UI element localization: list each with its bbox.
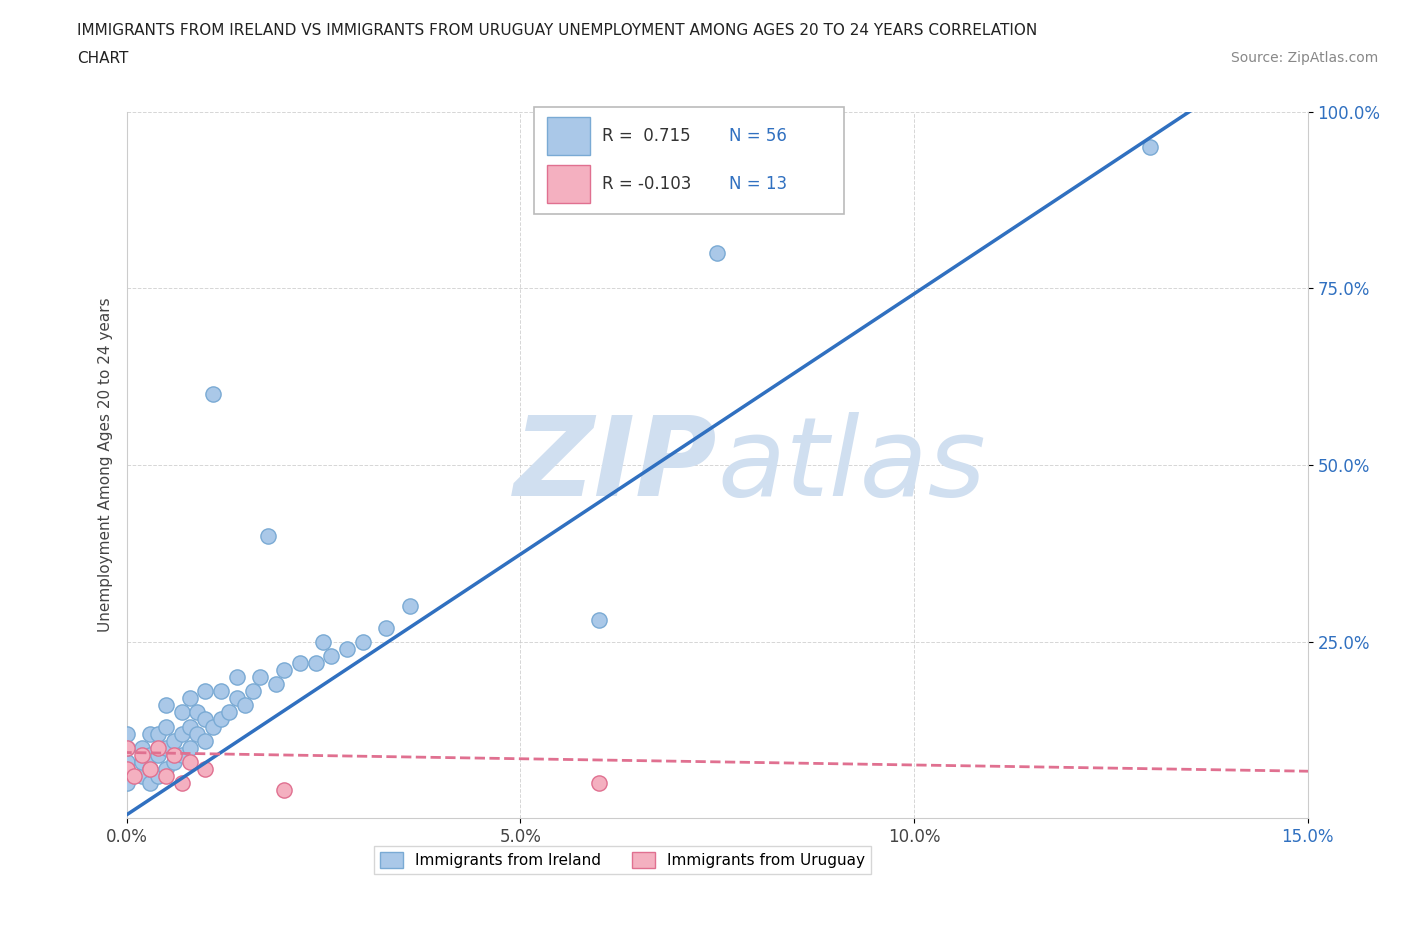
Point bbox=[194, 684, 217, 698]
Text: N = 13: N = 13 bbox=[730, 175, 787, 193]
Point bbox=[139, 726, 162, 741]
Point bbox=[242, 684, 264, 698]
Point bbox=[1139, 140, 1161, 154]
Point bbox=[155, 762, 177, 777]
Point bbox=[194, 762, 217, 777]
Point bbox=[264, 677, 287, 692]
Point bbox=[202, 387, 225, 402]
Y-axis label: Unemployment Among Ages 20 to 24 years: Unemployment Among Ages 20 to 24 years bbox=[97, 298, 112, 632]
Point bbox=[170, 705, 193, 720]
Point bbox=[139, 776, 162, 790]
Point bbox=[155, 698, 177, 712]
Point bbox=[179, 754, 201, 769]
Point bbox=[179, 719, 201, 734]
Point bbox=[336, 642, 359, 657]
Point bbox=[186, 726, 208, 741]
Point bbox=[249, 670, 271, 684]
Point bbox=[218, 705, 240, 720]
Point bbox=[115, 762, 138, 777]
Point bbox=[288, 656, 311, 671]
Point bbox=[209, 684, 232, 698]
Point bbox=[194, 712, 217, 727]
Point bbox=[399, 599, 422, 614]
Point bbox=[588, 613, 610, 628]
Point bbox=[131, 748, 153, 763]
Point bbox=[115, 776, 138, 790]
Point bbox=[146, 740, 169, 755]
Text: ZIP: ZIP bbox=[513, 411, 717, 519]
Point bbox=[304, 656, 326, 671]
Point bbox=[588, 776, 610, 790]
Point bbox=[115, 726, 138, 741]
FancyBboxPatch shape bbox=[547, 116, 591, 155]
Point bbox=[155, 719, 177, 734]
Point bbox=[131, 768, 153, 783]
Point bbox=[115, 740, 138, 755]
Point bbox=[170, 748, 193, 763]
Point bbox=[225, 691, 247, 706]
Text: R =  0.715: R = 0.715 bbox=[602, 126, 690, 145]
Legend: Immigrants from Ireland, Immigrants from Uruguay: Immigrants from Ireland, Immigrants from… bbox=[374, 846, 872, 874]
Point bbox=[163, 733, 186, 748]
FancyBboxPatch shape bbox=[547, 165, 591, 204]
Point bbox=[202, 719, 225, 734]
Point bbox=[124, 768, 146, 783]
Point bbox=[170, 776, 193, 790]
Point bbox=[233, 698, 256, 712]
Point bbox=[186, 705, 208, 720]
Text: IMMIGRANTS FROM IRELAND VS IMMIGRANTS FROM URUGUAY UNEMPLOYMENT AMONG AGES 20 TO: IMMIGRANTS FROM IRELAND VS IMMIGRANTS FR… bbox=[77, 23, 1038, 38]
Point bbox=[209, 712, 232, 727]
Text: N = 56: N = 56 bbox=[730, 126, 787, 145]
FancyBboxPatch shape bbox=[534, 107, 844, 214]
Text: atlas: atlas bbox=[717, 411, 986, 519]
Point bbox=[194, 733, 217, 748]
Point bbox=[706, 246, 728, 260]
Point bbox=[131, 740, 153, 755]
Point bbox=[273, 783, 295, 798]
Point bbox=[163, 754, 186, 769]
Point bbox=[321, 648, 343, 663]
Point bbox=[139, 762, 162, 777]
Point bbox=[170, 726, 193, 741]
Point bbox=[155, 768, 177, 783]
Point bbox=[179, 691, 201, 706]
Point bbox=[131, 754, 153, 769]
Point bbox=[179, 740, 201, 755]
Point bbox=[273, 662, 295, 677]
Text: CHART: CHART bbox=[77, 51, 129, 66]
Point bbox=[146, 726, 169, 741]
Point bbox=[155, 740, 177, 755]
Point bbox=[352, 634, 374, 649]
Text: R = -0.103: R = -0.103 bbox=[602, 175, 692, 193]
Point bbox=[146, 748, 169, 763]
Point bbox=[139, 748, 162, 763]
Point bbox=[115, 762, 138, 777]
Point bbox=[375, 620, 398, 635]
Text: Source: ZipAtlas.com: Source: ZipAtlas.com bbox=[1230, 51, 1378, 65]
Point bbox=[163, 748, 186, 763]
Point bbox=[257, 528, 280, 543]
Point bbox=[115, 754, 138, 769]
Point bbox=[312, 634, 335, 649]
Point bbox=[225, 670, 247, 684]
Point bbox=[146, 768, 169, 783]
Point bbox=[115, 740, 138, 755]
Point bbox=[139, 762, 162, 777]
